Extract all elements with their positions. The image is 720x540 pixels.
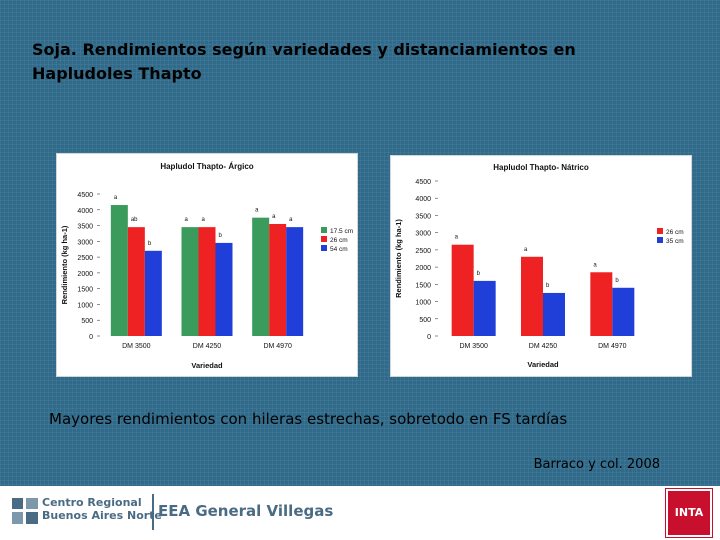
y-tick-label: 3500: [77, 224, 93, 231]
significance-label: b: [615, 278, 619, 284]
y-tick-label: 3000: [415, 231, 431, 238]
legend-swatch-35-cm: [657, 237, 663, 243]
y-tick-label: 1500: [77, 287, 93, 294]
x-tick-label: DM 4970: [263, 343, 292, 350]
footer-bar: Centro Regional Buenos Aires Norte EEA G…: [0, 486, 720, 540]
bar-dm-4970-35-cm: [612, 287, 635, 336]
legend-swatch-26-cm: [657, 228, 663, 234]
y-tick-label: 4000: [415, 196, 431, 203]
legend-swatch-54-cm: [321, 245, 327, 251]
regional-center-logo-icon: [12, 498, 38, 524]
y-tick-label: 4000: [77, 208, 93, 215]
legend-swatch-17-5-cm: [321, 227, 327, 233]
inta-logo-text: INTA: [674, 506, 704, 519]
significance-label: a: [455, 235, 459, 241]
bar-dm-4250-26-cm: [521, 256, 543, 336]
regional-center-name: Centro Regional Buenos Aires Norte: [42, 496, 162, 522]
chart-panel-argico: Hapludol Thapto- Árgico 0 500 1000 1500 2000 2…: [56, 153, 358, 377]
bar-dm-3500-54-cm: [144, 250, 162, 336]
bar-dm-4250-26-cm: [198, 227, 216, 336]
slide-title-line-2: Hapludoles Thapto: [32, 64, 202, 83]
significance-label: a: [593, 262, 597, 268]
chart-natrico: Hapludol Thapto- Nátrico 0 500 1000 1500 2000…: [394, 163, 684, 369]
significance-label: a: [202, 217, 206, 223]
conclusion-note: Mayores rendimientos con hileras estrech…: [49, 410, 568, 428]
significance-label: b: [477, 271, 481, 277]
y-tick-label: 1500: [415, 282, 431, 289]
significance-label: a: [524, 247, 528, 253]
chart-title: Hapludol Thapto- Nátrico: [493, 163, 589, 172]
y-tick-label: 4500: [415, 179, 431, 186]
legend-label-26-cm: 26 cm: [666, 229, 684, 236]
y-tick-label: 3000: [77, 239, 93, 246]
legend-swatch-26-cm: [321, 236, 327, 242]
y-tick-label: 2500: [77, 255, 93, 262]
y-tick-label: 0: [427, 334, 431, 341]
regional-center-line-1: Centro Regional: [42, 496, 142, 509]
eea-name: EEA General Villegas: [158, 502, 334, 520]
y-tick-label: 2000: [77, 271, 93, 278]
regional-center-line-2: Buenos Aires Norte: [42, 509, 162, 522]
bar-dm-3500-17-5-cm: [110, 205, 128, 336]
bar-dm-3500-35-cm: [473, 280, 496, 336]
y-tick-label: 1000: [415, 300, 431, 307]
bar-dm-4970-54-cm: [286, 227, 304, 336]
y-tick-label: 2500: [415, 248, 431, 255]
chart-title: Hapludol Thapto- Árgico: [160, 162, 253, 171]
y-tick-label: 1000: [77, 302, 93, 309]
x-tick-label: DM 3500: [459, 343, 488, 350]
legend-label-35-cm: 35 cm: [666, 238, 684, 245]
x-tick-label: DM 4250: [529, 343, 558, 350]
bar-dm-4970-26-cm: [269, 223, 287, 336]
y-tick-label: 500: [81, 318, 93, 325]
y-axis-label: Rendimiento (kg ha-1): [394, 219, 403, 298]
x-tick-label: DM 4970: [598, 343, 627, 350]
bar-dm-4250-54-cm: [215, 242, 233, 336]
bar-dm-4970-17-5-cm: [252, 217, 270, 336]
y-tick-label: 500: [419, 317, 431, 324]
bar-dm-3500-26-cm: [451, 244, 474, 336]
y-tick-label: 0: [89, 334, 93, 341]
bar-dm-4250-17-5-cm: [181, 227, 199, 336]
significance-label: a: [289, 217, 293, 223]
significance-label: a: [272, 214, 276, 220]
x-tick-label: DM 4250: [193, 343, 222, 350]
slide-title-line-1: Soja. Rendimientos según variedades y di…: [32, 40, 576, 59]
bar-dm-3500-26-cm: [127, 227, 145, 336]
significance-label: b: [219, 233, 223, 239]
y-tick-label: 3500: [415, 213, 431, 220]
y-axis-label: Rendimiento (kg ha-1): [60, 225, 69, 304]
slide-title: Soja. Rendimientos según variedades y di…: [32, 38, 672, 86]
y-tick-label: 2000: [415, 265, 431, 272]
y-tick-label: 4500: [77, 192, 93, 199]
significance-label: a: [114, 195, 118, 201]
bar-dm-4970-26-cm: [590, 272, 613, 336]
inta-logo: INTA: [665, 488, 713, 538]
significance-label: b: [546, 283, 550, 289]
bar-dm-4250-35-cm: [543, 292, 565, 336]
significance-label: ab: [131, 217, 138, 223]
chart-argico: Hapludol Thapto- Árgico 0 500 1000 1500 2000 2…: [60, 162, 353, 370]
x-axis-label: Variedad: [527, 360, 559, 369]
significance-label: a: [255, 208, 259, 214]
legend-label-54-cm: 54 cm: [330, 246, 348, 253]
significance-label: a: [185, 217, 189, 223]
footer-divider: [152, 494, 154, 530]
significance-label: b: [148, 241, 152, 247]
legend-label-17-5-cm: 17.5 cm: [330, 228, 353, 235]
source-citation: Barraco y col. 2008: [533, 457, 660, 472]
chart-panel-natrico: Hapludol Thapto- Nátrico 0 500 1000 1500 2000…: [390, 155, 692, 377]
x-tick-label: DM 3500: [122, 343, 151, 350]
x-axis-label: Variedad: [191, 361, 223, 370]
legend-label-26-cm: 26 cm: [330, 237, 348, 244]
